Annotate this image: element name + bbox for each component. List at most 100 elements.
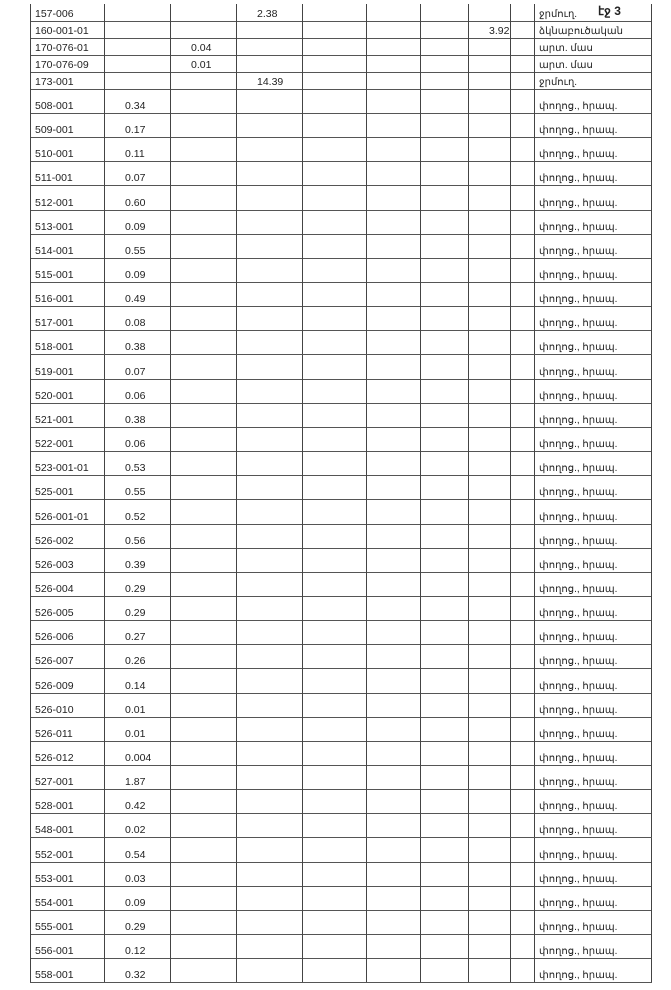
table-row: 526-004 0.29 փողոց., հրապ.: [30, 571, 652, 597]
land-use-description: փողոց., հրապ.: [534, 837, 652, 862]
land-use-description: փողոց., հրապ.: [534, 571, 652, 596]
parcel-code: 558-001: [30, 958, 104, 983]
empty-cell: [302, 113, 366, 138]
empty-cell: [420, 21, 468, 38]
table-row: 509-001 0.17 փողոց., հրապ.: [30, 113, 652, 139]
empty-cell: [468, 740, 510, 766]
empty-cell: [170, 402, 236, 427]
empty-cell: [510, 257, 534, 283]
land-use-description: փողոց., հրապ.: [534, 547, 652, 572]
empty-cell: [366, 644, 420, 669]
empty-cell: [420, 813, 468, 838]
empty-cell: [510, 402, 534, 427]
land-use-description: փողոց., հրապ.: [534, 813, 652, 838]
empty-cell: [420, 958, 468, 983]
land-use-description: ջրմուղ.: [534, 72, 652, 89]
empty-cell: [468, 72, 510, 89]
empty-cell: [510, 789, 534, 814]
empty-cell: [420, 426, 468, 452]
empty-cell: [236, 596, 302, 621]
empty-cell: [236, 426, 302, 452]
empty-cell: [366, 21, 420, 38]
empty-cell: [420, 499, 468, 524]
empty-cell: [170, 426, 236, 452]
area-value: 0.29: [104, 571, 170, 596]
area-value: 0.11: [104, 137, 170, 162]
empty-cell: [170, 716, 236, 741]
table-row: 173-001 14.39 ջրմուղ.: [30, 72, 652, 90]
empty-cell: [302, 789, 366, 814]
area-value: 0.09: [104, 885, 170, 910]
parcel-code: 526-004: [30, 571, 104, 596]
table-row: 526-009 0.14 փողոց., հրապ.: [30, 668, 652, 694]
empty-cell: [366, 161, 420, 186]
empty-cell: [236, 113, 302, 138]
empty-cell: [170, 306, 236, 331]
empty-cell: [302, 837, 366, 862]
empty-cell: [468, 38, 510, 55]
empty-cell: [468, 861, 510, 886]
empty-cell: [170, 451, 236, 476]
parcel-code: 526-002: [30, 523, 104, 548]
empty-cell: [366, 765, 420, 790]
empty-cell: [302, 475, 366, 500]
empty-cell: [468, 958, 510, 983]
empty-cell: [302, 4, 366, 21]
empty-cell: [366, 668, 420, 693]
empty-cell: [420, 330, 468, 355]
empty-cell: [236, 813, 302, 838]
empty-cell: [468, 934, 510, 959]
empty-cell: [468, 716, 510, 741]
empty-cell: [236, 354, 302, 379]
parcel-code: 522-001: [30, 426, 104, 452]
empty-cell: [170, 72, 236, 89]
table-row: 552-001 0.54 փողոց., հրապ.: [30, 837, 652, 863]
empty-cell: [510, 161, 534, 186]
area-value: 0.52: [104, 499, 170, 524]
empty-cell: [366, 789, 420, 814]
empty-cell: [302, 716, 366, 741]
empty-cell: [366, 257, 420, 283]
area-value: 0.60: [104, 185, 170, 210]
empty-cell: [366, 885, 420, 910]
empty-cell: [468, 837, 510, 862]
empty-cell: [302, 72, 366, 89]
empty-cell: [468, 475, 510, 500]
empty-cell: [302, 426, 366, 452]
empty-cell: [236, 402, 302, 427]
empty-cell: [420, 934, 468, 959]
land-use-description: փողոց., հրապ.: [534, 716, 652, 741]
empty-cell: [420, 55, 468, 72]
empty-cell: [302, 306, 366, 331]
empty-cell: [420, 837, 468, 862]
empty-cell: [366, 837, 420, 862]
land-use-description: փողոց., հրապ.: [534, 789, 652, 814]
empty-cell: [366, 740, 420, 766]
land-use-description: փողոց., հրապ.: [534, 668, 652, 693]
empty-cell: [302, 547, 366, 572]
empty-cell: [366, 306, 420, 331]
parcel-code: 526-009: [30, 668, 104, 693]
parcel-code: 526-012: [30, 740, 104, 766]
land-use-description: արտ. մաս: [534, 55, 652, 72]
table-row: 555-001 0.29 փողոց., հրապ.: [30, 909, 652, 936]
empty-cell: [236, 885, 302, 910]
parcel-code: 170-076-09: [30, 55, 104, 72]
parcel-code: 170-076-01: [30, 38, 104, 55]
land-use-description: ձկնաբուծական: [534, 21, 652, 38]
area-value: 0.03: [104, 861, 170, 886]
empty-cell: [302, 209, 366, 234]
empty-cell: [302, 668, 366, 693]
empty-cell: [510, 137, 534, 162]
area-value: 0.14: [104, 668, 170, 693]
empty-cell: [468, 813, 510, 838]
parcel-code: 553-001: [30, 861, 104, 886]
land-use-description: փողոց., հրապ.: [534, 644, 652, 669]
empty-cell: [366, 451, 420, 476]
empty-cell: [236, 233, 302, 258]
table-row: 526-001-01 0.52 փողոց., հրապ.: [30, 499, 652, 525]
land-use-description: փողոց., հրապ.: [534, 306, 652, 331]
land-use-description: փողոց., հրապ.: [534, 909, 652, 935]
empty-cell: [170, 765, 236, 790]
empty-cell: [170, 4, 236, 21]
